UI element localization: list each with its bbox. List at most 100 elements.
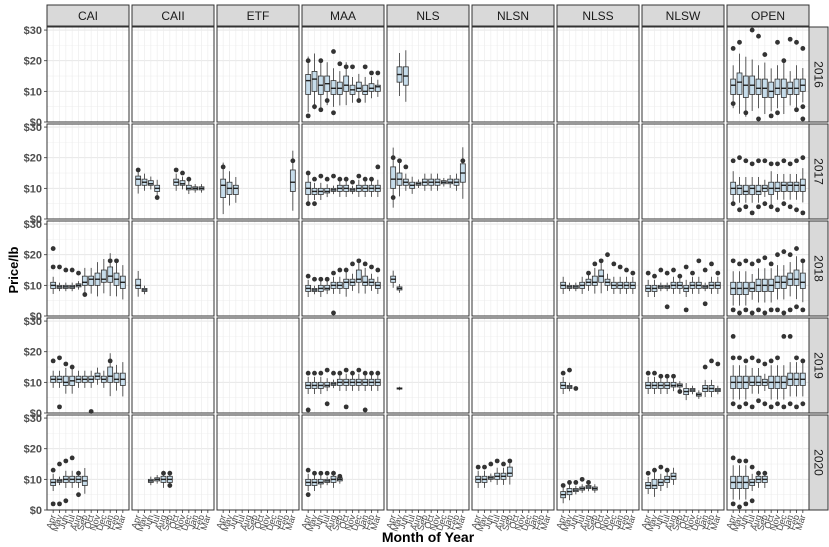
x-tick-label: Jul [404,514,417,528]
panel-bg [387,318,469,413]
box [289,169,296,192]
x-tick-label: Nov [598,513,613,532]
panel-frame [301,123,385,220]
outlier-point [787,333,793,339]
outlier-point [324,276,330,282]
facet-label-nls: NLS [416,9,439,23]
outlier-point [57,461,62,467]
outlier-point [573,386,579,391]
outlier-point [768,404,774,410]
outlier-point [715,270,721,276]
outlier-point [494,458,500,464]
outlier-point [76,270,81,276]
box [670,381,677,388]
outlier-point [730,455,736,461]
panel-frame [46,26,130,123]
y-tick-label: $10 [24,280,42,292]
panel-frame [726,26,810,123]
facet-strip-caii [131,4,215,27]
panel-bg [557,27,639,122]
x-tick-label: Dec [604,513,619,532]
outlier-point [186,176,192,182]
outlier-point [800,258,806,264]
box [749,375,756,386]
outlier-point [161,470,166,476]
outlier-point [605,252,610,258]
outlier-point [403,164,409,170]
outlier-point [362,261,368,267]
facet-label-caii: CAII [161,9,184,23]
y-tick-label: $30 [24,122,42,134]
panel-frame [641,220,725,317]
box [799,272,806,289]
box [185,184,192,191]
x-tick-label: Apr [639,514,653,530]
y-tick-label: $0 [30,311,42,323]
outlier-point [598,258,604,264]
x-tick-label: Dec [349,513,364,532]
outlier-point [749,498,755,504]
outlier-point [343,267,349,273]
outlier-point [664,373,670,379]
x-tick-label: Mar [198,514,212,532]
outlier-point [350,261,355,267]
outlier-point [768,113,774,119]
x-tick-label: Dec [179,513,194,532]
box [736,72,743,95]
x-tick-label: Feb [107,514,121,532]
y-tick-label: $10 [24,474,42,486]
panel-frame [131,220,215,317]
outlier-point [756,398,761,404]
x-tick-label: Sep [415,514,429,532]
outlier-point [586,270,591,276]
x-tick-label: Aug [579,514,593,532]
x-tick-label: Nov [88,513,103,532]
outlier-point [737,207,742,213]
y-tick-label: $10 [24,86,42,98]
outlier-point [507,458,513,464]
label-layer: CAI CAII ETF MAA NLS NLSN NLSS NLSW OPEN 2016 2017… [24,9,826,533]
facet-label-2019: 2019 [812,352,826,379]
box [232,184,239,195]
x-tick-label: Jan [781,514,795,531]
outlier-point [312,201,317,207]
box [355,269,362,283]
x-tick-label: Aug [664,514,678,532]
outlier-point [337,370,343,376]
x-tick-label: Aug [324,514,338,532]
outlier-point [312,470,317,476]
y-tick-label: $20 [24,153,42,165]
x-tick-label: Nov [173,513,188,532]
panel-frame [556,123,640,220]
outlier-point [318,107,324,113]
x-tick-label: Sep [670,514,684,532]
panel-bg [302,415,384,510]
box [787,181,794,192]
x-tick-label: Jan [356,514,370,531]
outlier-point [331,110,336,116]
panel-frame [216,414,300,511]
facet-label-2018: 2018 [812,255,826,282]
outlier-point [624,267,629,273]
outlier-point [362,370,368,376]
box [107,366,114,383]
outlier-point [343,176,349,182]
frame-layer [44,4,829,513]
x-tick-label: Jul [489,514,502,528]
panel-bg [472,124,554,219]
outlier-point [350,179,355,185]
panel-frame [386,26,470,123]
outlier-point [787,204,793,210]
outlier-point [800,307,806,313]
x-tick-label: Jun [142,514,156,531]
outlier-point [337,473,343,479]
box [651,478,658,489]
outlier-point [318,58,324,64]
panel-bg [472,27,554,122]
panel-bg [387,124,469,219]
box [749,281,756,292]
outlier-point [749,210,755,216]
box [774,181,781,192]
outlier-point [652,467,657,473]
box [311,71,318,92]
